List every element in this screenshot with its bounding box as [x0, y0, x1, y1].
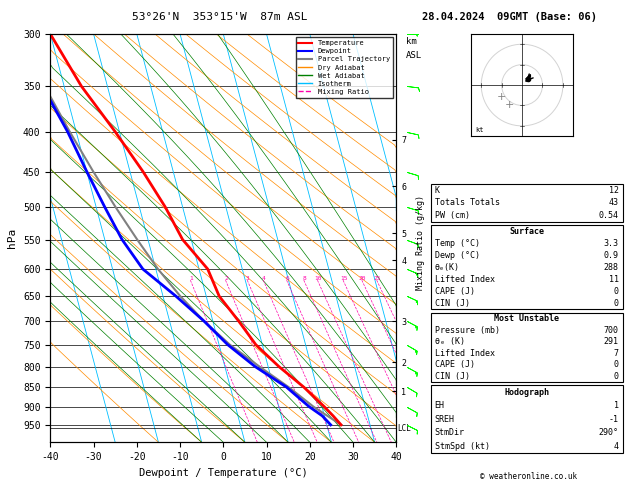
Text: Lifted Index: Lifted Index	[435, 348, 494, 358]
Text: 20: 20	[359, 276, 366, 281]
Text: Dewp (°C): Dewp (°C)	[435, 251, 480, 260]
Text: EH: EH	[435, 401, 445, 410]
Text: +: +	[505, 101, 515, 110]
Text: CIN (J): CIN (J)	[435, 372, 470, 381]
Text: Totals Totals: Totals Totals	[435, 198, 499, 208]
Text: Lifted Index: Lifted Index	[435, 275, 494, 284]
Bar	[431, 225, 623, 310]
Text: Most Unstable: Most Unstable	[494, 314, 559, 323]
Text: PW (cm): PW (cm)	[435, 211, 470, 220]
Text: StmDir: StmDir	[435, 428, 465, 437]
Text: 0: 0	[614, 360, 619, 369]
Bar	[431, 312, 623, 382]
Text: StmSpd (kt): StmSpd (kt)	[435, 442, 490, 451]
Text: 288: 288	[604, 263, 619, 272]
Text: 11: 11	[609, 275, 619, 284]
Text: +: +	[497, 92, 506, 102]
Text: θₑ (K): θₑ (K)	[435, 337, 465, 346]
Text: 10: 10	[314, 276, 321, 281]
Text: SREH: SREH	[435, 415, 455, 424]
Text: © weatheronline.co.uk: © weatheronline.co.uk	[480, 472, 577, 481]
Text: Mixing Ratio (g/kg): Mixing Ratio (g/kg)	[416, 195, 425, 291]
Text: 0.9: 0.9	[604, 251, 619, 260]
Text: 2: 2	[224, 276, 228, 281]
Bar	[431, 385, 623, 453]
Text: 0: 0	[614, 287, 619, 296]
Text: 43: 43	[609, 198, 619, 208]
Text: ASL: ASL	[406, 52, 422, 60]
Text: 28.04.2024  09GMT (Base: 06): 28.04.2024 09GMT (Base: 06)	[422, 12, 597, 22]
Text: 4: 4	[614, 442, 619, 451]
Text: θₑ(K): θₑ(K)	[435, 263, 460, 272]
Text: 0.54: 0.54	[599, 211, 619, 220]
Text: 700: 700	[604, 326, 619, 334]
Text: 3: 3	[246, 276, 250, 281]
Y-axis label: hPa: hPa	[8, 228, 18, 248]
Text: Hodograph: Hodograph	[504, 388, 549, 397]
Text: -1: -1	[609, 415, 619, 424]
Text: 53°26'N  353°15'W  87m ASL: 53°26'N 353°15'W 87m ASL	[132, 12, 308, 22]
Text: CIN (J): CIN (J)	[435, 299, 470, 308]
Text: 3.3: 3.3	[604, 239, 619, 248]
Text: K: K	[435, 186, 440, 194]
X-axis label: Dewpoint / Temperature (°C): Dewpoint / Temperature (°C)	[139, 468, 308, 478]
Text: 0: 0	[614, 372, 619, 381]
Text: 8: 8	[303, 276, 306, 281]
Text: 0: 0	[614, 299, 619, 308]
Text: 25: 25	[374, 276, 381, 281]
Bar	[431, 184, 623, 222]
Text: Surface: Surface	[509, 226, 544, 236]
Text: 15: 15	[340, 276, 347, 281]
Text: Temp (°C): Temp (°C)	[435, 239, 480, 248]
Text: 1: 1	[189, 276, 192, 281]
Text: kt: kt	[475, 127, 484, 133]
Text: 12: 12	[609, 186, 619, 194]
Text: 7: 7	[614, 348, 619, 358]
Text: LCL: LCL	[398, 424, 411, 433]
Text: CAPE (J): CAPE (J)	[435, 360, 475, 369]
Text: 4: 4	[262, 276, 265, 281]
Text: 290°: 290°	[599, 428, 619, 437]
Text: 6: 6	[285, 276, 289, 281]
Text: CAPE (J): CAPE (J)	[435, 287, 475, 296]
Text: Pressure (mb): Pressure (mb)	[435, 326, 499, 334]
Text: km: km	[406, 37, 416, 46]
Text: 291: 291	[604, 337, 619, 346]
Legend: Temperature, Dewpoint, Parcel Trajectory, Dry Adiabat, Wet Adiabat, Isotherm, Mi: Temperature, Dewpoint, Parcel Trajectory…	[296, 37, 392, 98]
Text: 1: 1	[614, 401, 619, 410]
